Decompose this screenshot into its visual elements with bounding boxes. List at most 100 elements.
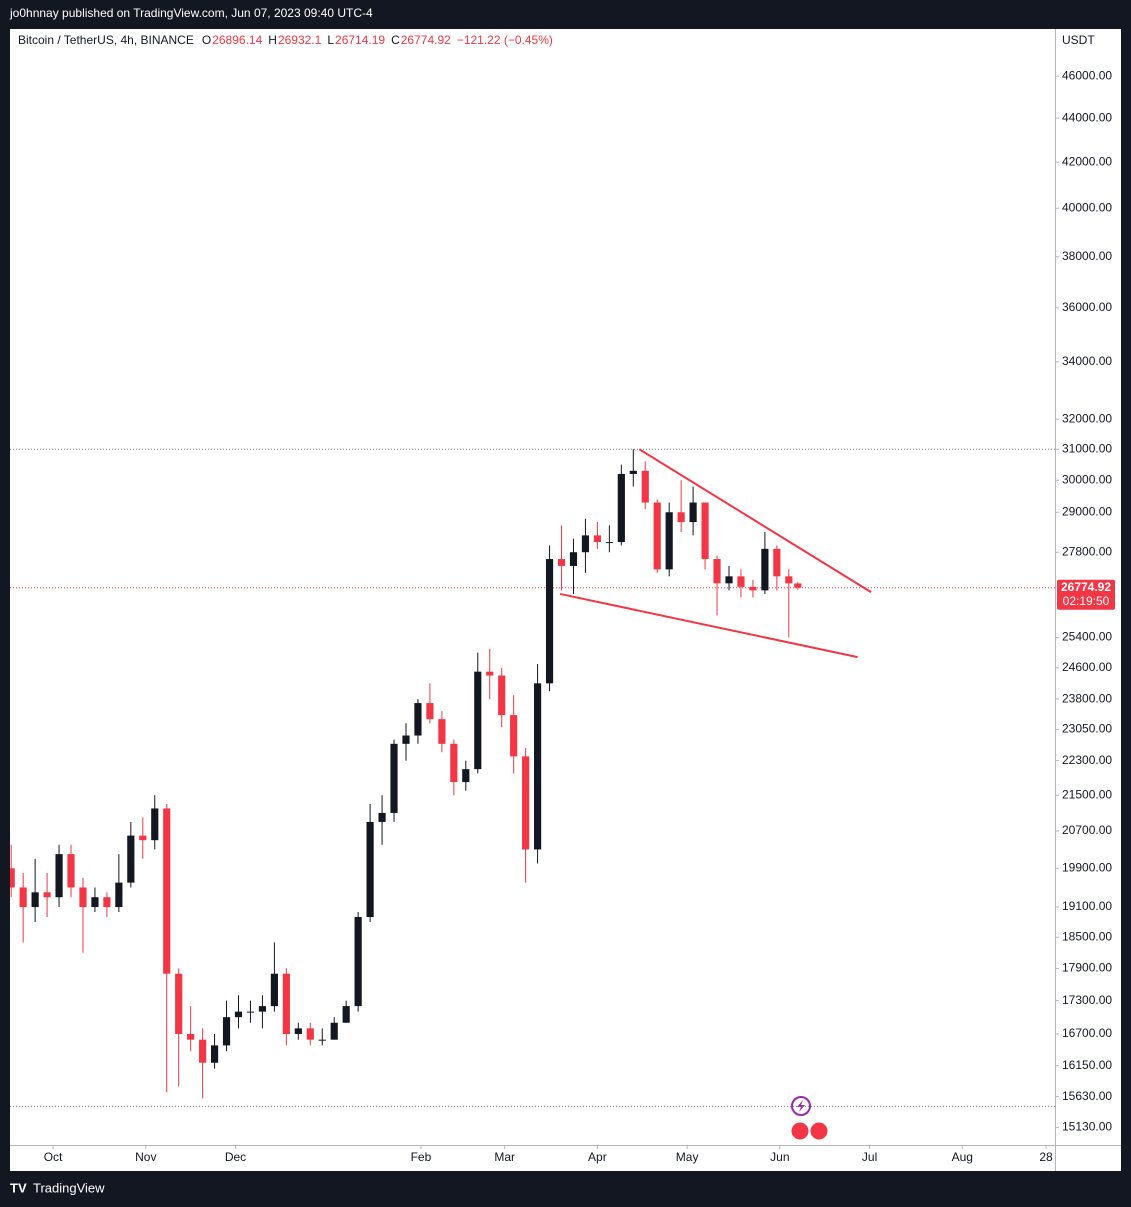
candle-body xyxy=(354,917,362,1007)
candle-body xyxy=(557,559,566,566)
candle-body xyxy=(605,542,613,544)
y-tick-label: 42000.00 xyxy=(1062,154,1112,168)
candle-body xyxy=(474,671,482,770)
y-tick-label: 24600.00 xyxy=(1062,660,1112,674)
candle-body xyxy=(258,1006,267,1012)
y-tick-label: 19900.00 xyxy=(1062,860,1112,874)
candle-body xyxy=(794,583,802,588)
candle-body xyxy=(390,743,398,813)
candle-body xyxy=(581,535,590,553)
y-tick-label: 46000.00 xyxy=(1062,68,1112,82)
x-tick-label: Mar xyxy=(494,1150,515,1164)
y-tick-label: 36000.00 xyxy=(1062,300,1112,314)
event-flag xyxy=(809,1121,829,1141)
candle-body xyxy=(79,887,87,908)
legend-ohlc-value: 26774.92 xyxy=(401,33,451,47)
y-tick-label: 19100.00 xyxy=(1062,899,1112,913)
candle-body xyxy=(713,559,721,584)
candle-body xyxy=(163,808,171,974)
trendline xyxy=(638,448,872,594)
x-tick-label: Jul xyxy=(862,1150,877,1164)
event-icon-bolt xyxy=(797,1100,805,1112)
y-tick-label: 16150.00 xyxy=(1062,1058,1112,1072)
x-tick-label: Aug xyxy=(952,1150,973,1164)
x-tick-label: May xyxy=(676,1150,699,1164)
candle-body xyxy=(43,892,51,898)
candle-body xyxy=(414,703,422,736)
y-tick-label: 16700.00 xyxy=(1062,1026,1112,1040)
candle-body xyxy=(653,502,661,570)
candle-body xyxy=(55,854,63,898)
candle-body xyxy=(689,502,697,523)
legend-ohlc-value: 26896.14 xyxy=(212,33,262,47)
y-tick-label: 15630.00 xyxy=(1062,1089,1112,1103)
candle-body xyxy=(10,868,15,888)
candle-body xyxy=(450,743,458,783)
y-tick-label: 20700.00 xyxy=(1062,823,1112,837)
publish-info: jo0hnnay published on TradingView.com, J… xyxy=(9,6,373,20)
candle-body xyxy=(210,1045,219,1063)
y-tick-label: 23050.00 xyxy=(1062,722,1112,736)
candle-body xyxy=(629,470,637,474)
candle-body xyxy=(366,821,374,918)
y-tick-label: 30000.00 xyxy=(1062,472,1112,486)
y-tick-label: 29000.00 xyxy=(1062,504,1112,518)
candle-body xyxy=(222,1017,231,1046)
currency-label: USDT xyxy=(1062,33,1095,47)
candle-body xyxy=(282,973,290,1035)
candle-body xyxy=(749,586,757,591)
y-tick-label: 17900.00 xyxy=(1062,961,1112,975)
x-tick-label: Feb xyxy=(411,1150,432,1164)
candle-body xyxy=(31,892,39,908)
candle-body xyxy=(785,576,793,584)
candle-body xyxy=(318,1039,326,1041)
y-tick-label: 44000.00 xyxy=(1062,110,1112,124)
candle-body xyxy=(402,735,410,744)
candle-body xyxy=(701,502,709,560)
candle-body xyxy=(522,756,530,850)
candle-body xyxy=(737,576,745,587)
candle-body xyxy=(19,887,27,908)
candle-body xyxy=(151,808,159,841)
candle-body xyxy=(378,812,386,822)
candle-body xyxy=(187,1034,195,1040)
y-tick-label: 34000.00 xyxy=(1062,354,1112,368)
candle-body xyxy=(67,854,75,888)
candle-body xyxy=(641,470,649,503)
legend-ohlc-value: 26714.19 xyxy=(335,33,385,47)
candle-body xyxy=(103,897,111,908)
candle-body xyxy=(306,1028,314,1040)
legend-ohlc-label: O xyxy=(202,33,211,47)
chart-background xyxy=(10,29,1121,1171)
candle-body xyxy=(462,769,470,783)
y-tick-label: 40000.00 xyxy=(1062,200,1112,214)
y-tick-label: 31000.00 xyxy=(1062,441,1112,455)
y-tick-label: 27800.00 xyxy=(1062,544,1112,558)
candle-body xyxy=(234,1011,243,1018)
y-tick-label: 25400.00 xyxy=(1062,630,1112,644)
candle-body xyxy=(294,1028,302,1035)
candle-body xyxy=(246,1011,255,1013)
legend-title: Bitcoin / TetherUS, 4h, BINANCE xyxy=(18,33,194,47)
candle-body xyxy=(677,512,685,523)
legend-ohlc-value: 26932.1 xyxy=(278,33,322,47)
x-tick-label: 28 xyxy=(1039,1150,1053,1164)
candle-body xyxy=(115,882,123,908)
candle-body xyxy=(426,703,434,720)
y-tick-label: 17300.00 xyxy=(1062,993,1112,1007)
candle-body xyxy=(498,675,506,716)
trendline xyxy=(559,592,858,659)
footer-logo: TV xyxy=(10,1180,27,1195)
candle-body xyxy=(617,473,625,543)
candle-body xyxy=(199,1039,207,1063)
y-tick-label: 15130.00 xyxy=(1062,1120,1112,1134)
plot-area xyxy=(10,448,1055,1107)
candle-body xyxy=(438,719,446,744)
candle-body xyxy=(725,576,733,584)
candle-body xyxy=(91,897,99,908)
x-tick-label: Dec xyxy=(225,1150,246,1164)
candle-body xyxy=(510,715,518,757)
legend-ohlc-label: L xyxy=(327,33,334,47)
